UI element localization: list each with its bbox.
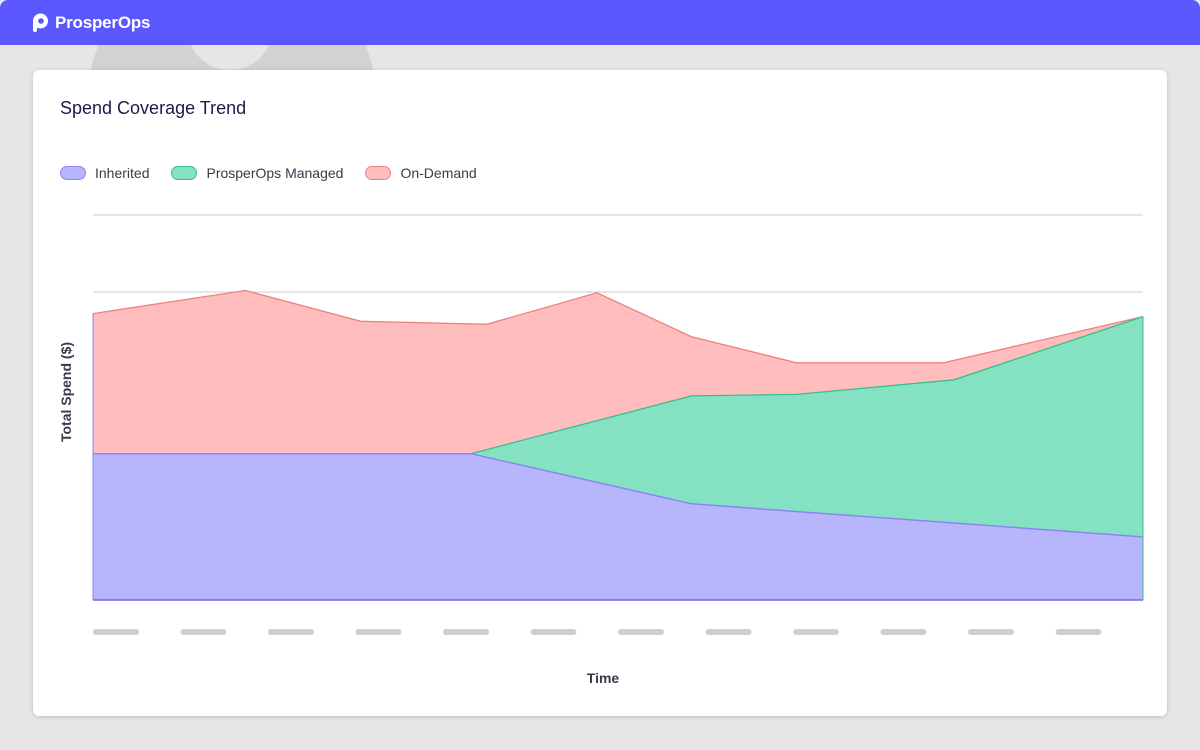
- legend-item-inherited[interactable]: Inherited: [60, 165, 149, 181]
- x-tick-placeholder: [530, 629, 577, 635]
- x-tick-placeholder: [443, 629, 489, 635]
- legend-item-prosperops-managed[interactable]: ProsperOps Managed: [171, 165, 343, 181]
- area-prosperops-managed: [93, 316, 1143, 537]
- x-tick-placeholder: [880, 629, 927, 635]
- area-inherited: [93, 453, 1143, 600]
- legend-label: ProsperOps Managed: [206, 165, 344, 181]
- x-tick-placeholder: [93, 629, 139, 635]
- prosperops-logo-icon: [33, 13, 48, 32]
- x-tick-placeholder: [618, 629, 664, 635]
- top-bar: ProsperOps: [0, 0, 1200, 45]
- legend-swatch: [60, 166, 86, 180]
- line-on-demand: [92, 289, 1144, 364]
- chart-legend: Inherited ProsperOps Managed On-Demand: [60, 165, 499, 181]
- legend-swatch: [171, 166, 198, 180]
- legend-swatch: [365, 166, 392, 180]
- x-tick-placeholder: [180, 629, 227, 635]
- x-axis-ticks: [93, 629, 1102, 635]
- spend-coverage-chart: Total Spend ($) Time: [58, 214, 1144, 686]
- x-tick-placeholder: [705, 629, 752, 635]
- y-axis-label: Total Spend ($): [58, 342, 74, 442]
- x-tick-placeholder: [793, 629, 839, 635]
- chart-areas: [93, 290, 1143, 600]
- legend-item-on-demand[interactable]: On-Demand: [365, 165, 477, 181]
- brand-logo[interactable]: ProsperOps: [32, 12, 151, 33]
- x-tick-placeholder: [968, 629, 1014, 635]
- x-tick-placeholder: [355, 629, 402, 635]
- legend-label: On-Demand: [400, 165, 477, 181]
- chart-title: Spend Coverage Trend: [60, 98, 247, 118]
- line-inherited: [93, 452, 1144, 538]
- chart-lines: [92, 289, 1144, 601]
- x-tick-placeholder: [268, 629, 314, 635]
- chart-card: Spend Coverage Trend Inherited ProsperOp…: [33, 70, 1167, 716]
- x-axis-label: Time: [587, 670, 620, 686]
- legend-label: Inherited: [95, 165, 150, 181]
- brand-name: ProsperOps: [55, 12, 151, 32]
- x-tick-placeholder: [1055, 629, 1102, 635]
